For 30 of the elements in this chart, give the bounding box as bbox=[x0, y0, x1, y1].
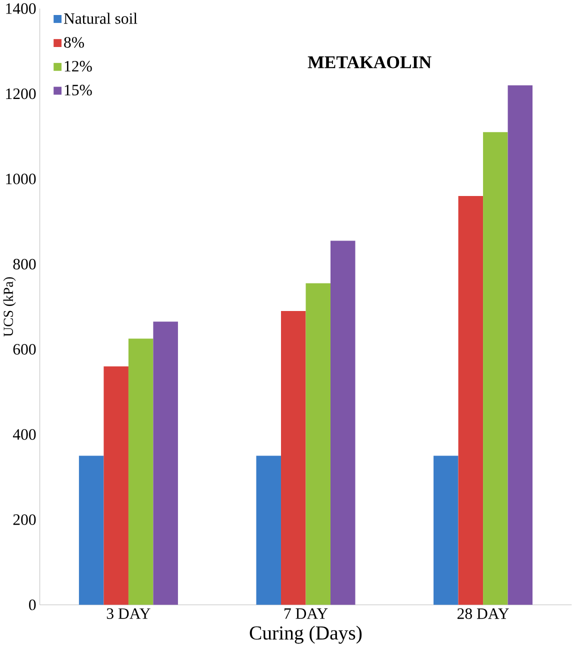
bar bbox=[79, 456, 104, 605]
y-tick-label: 400 bbox=[13, 429, 36, 440]
bar bbox=[508, 85, 533, 605]
x-axis-title: Curing (Days) bbox=[250, 626, 362, 644]
bar bbox=[128, 338, 154, 605]
bar bbox=[306, 283, 331, 605]
bar bbox=[153, 322, 178, 605]
bar bbox=[256, 456, 282, 605]
text: METAKAOLIN bbox=[308, 56, 432, 68]
y-tick-label: 600 bbox=[13, 344, 36, 355]
y-tick-label: 1200 bbox=[6, 88, 36, 100]
y-tick-label: 0 bbox=[29, 600, 36, 610]
legend-label: 15% bbox=[64, 84, 92, 96]
bar bbox=[330, 240, 356, 605]
legend-label: Natural soil bbox=[64, 12, 138, 24]
y-tick-label: 200 bbox=[13, 514, 36, 525]
y-axis-title: UCS (kPa) bbox=[3, 277, 16, 337]
y-tick-label: 800 bbox=[13, 258, 36, 270]
y-tick-label: 1000 bbox=[6, 174, 36, 184]
legend-label: 8% bbox=[64, 37, 84, 48]
x-tick-label: 28 DAY bbox=[458, 608, 509, 619]
x-tick-label: 3 DAY bbox=[106, 608, 150, 619]
x-tick-label: 7 DAY bbox=[284, 608, 328, 619]
legend-label: 12% bbox=[64, 60, 92, 72]
bar bbox=[483, 132, 508, 605]
bar bbox=[104, 366, 129, 605]
bar bbox=[281, 310, 306, 605]
y-tick-label: 1400 bbox=[6, 3, 36, 14]
bar bbox=[458, 196, 484, 605]
bar bbox=[434, 456, 458, 605]
